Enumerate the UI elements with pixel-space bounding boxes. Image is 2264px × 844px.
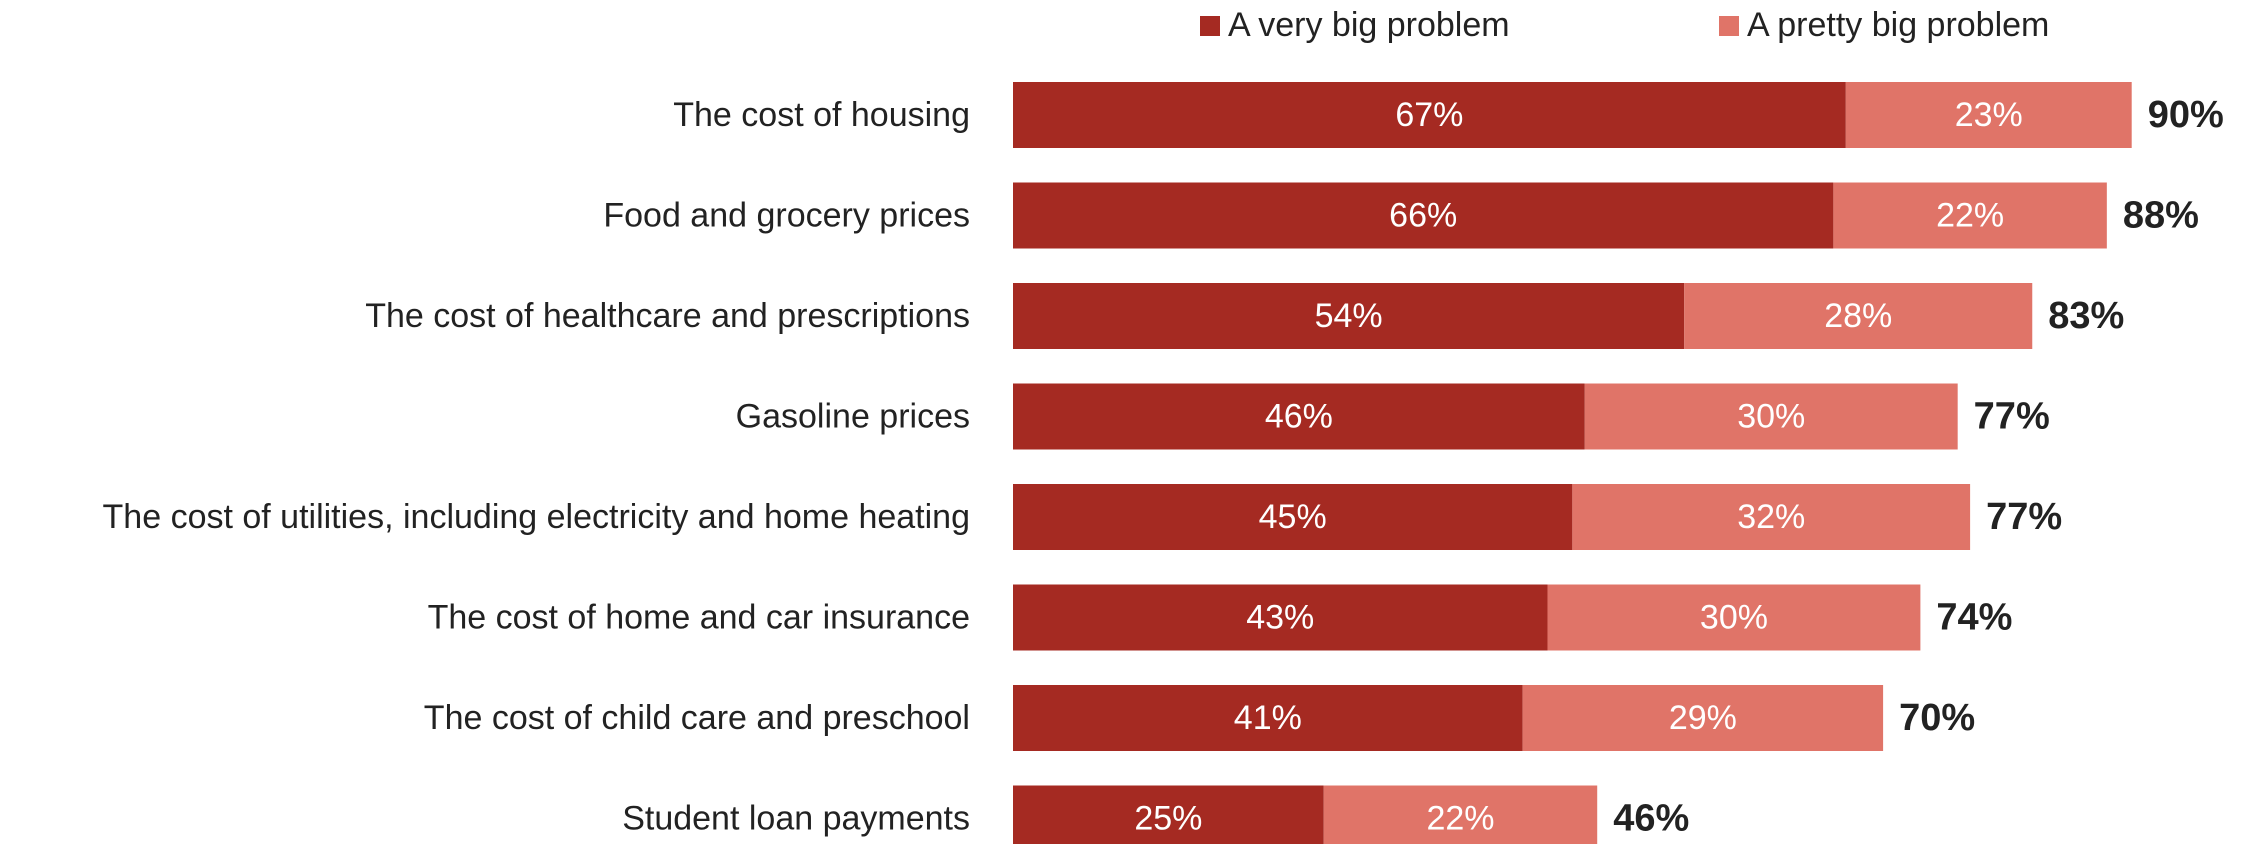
bar-value-label: 29% <box>1669 699 1737 737</box>
bar-segment-very-big <box>1013 283 1685 349</box>
category-label: Gasoline prices <box>736 398 970 436</box>
total-label: 74% <box>1936 597 2012 639</box>
legend-swatch-very-big <box>1200 15 1220 36</box>
bar-value-label: 45% <box>1259 498 1327 536</box>
bar-segment-very-big <box>1013 484 1573 550</box>
total-label: 83% <box>2048 295 2124 337</box>
bar-value-label: 32% <box>1737 498 1805 536</box>
bar-segment-pretty-big <box>1572 484 1971 550</box>
legend-item-very-big: A very big problem <box>1200 6 1510 45</box>
bar-segment-pretty-big <box>1684 283 2033 349</box>
bar-value-label: 46% <box>1265 398 1333 436</box>
total-label: 88% <box>2123 195 2199 237</box>
category-label: The cost of housing <box>673 96 970 134</box>
bar-value-label: 41% <box>1234 699 1302 737</box>
bar-segment-very-big <box>1013 82 1846 148</box>
bar-segment-very-big <box>1013 584 1548 651</box>
category-label: The cost of child care and preschool <box>424 699 970 737</box>
bar-segment-pretty-big <box>1522 685 1884 751</box>
category-label: The cost of utilities, including electri… <box>103 498 970 536</box>
legend-label-pretty-big: A pretty big problem <box>1747 6 2050 44</box>
bar-segment-pretty-big <box>1547 584 1921 651</box>
bar-segment-very-big <box>1013 685 1523 751</box>
bar-value-label: 25% <box>1134 800 1202 838</box>
bar-segment-very-big <box>1013 383 1585 450</box>
total-label: 77% <box>1974 396 2050 438</box>
total-label: 46% <box>1613 798 1689 840</box>
bar-value-label: 66% <box>1389 197 1457 235</box>
bar-value-label: 67% <box>1395 96 1463 134</box>
bar-segment-pretty-big <box>1584 383 1958 450</box>
bar-value-label: 23% <box>1955 96 2023 134</box>
bar-value-label: 30% <box>1700 599 1768 637</box>
legend-item-pretty-big: A pretty big problem <box>1719 6 2049 45</box>
category-label: Food and grocery prices <box>603 197 970 235</box>
total-label: 77% <box>1986 496 2062 538</box>
category-label: The cost of healthcare and prescriptions <box>365 297 970 335</box>
bar-segment-pretty-big <box>1323 785 1598 844</box>
total-label: 90% <box>2148 94 2224 136</box>
category-label: Student loan payments <box>622 800 970 838</box>
bar-value-label: 43% <box>1246 599 1314 637</box>
legend-swatch-pretty-big <box>1719 15 1739 36</box>
bar-value-label: 22% <box>1426 800 1494 838</box>
bar-segment-pretty-big <box>1833 182 2107 249</box>
bar-value-label: 54% <box>1315 297 1383 335</box>
category-label: The cost of home and car insurance <box>428 599 970 637</box>
bar-segment-very-big <box>1013 785 1324 844</box>
bar-segment-pretty-big <box>1845 82 2132 148</box>
total-label: 70% <box>1899 697 1975 739</box>
bar-value-label: 28% <box>1824 297 1892 335</box>
bar-value-label: 30% <box>1737 398 1805 436</box>
bar-value-label: 22% <box>1936 197 2004 235</box>
legend-label-very-big: A very big problem <box>1228 6 1510 44</box>
bar-segment-very-big <box>1013 182 1834 249</box>
